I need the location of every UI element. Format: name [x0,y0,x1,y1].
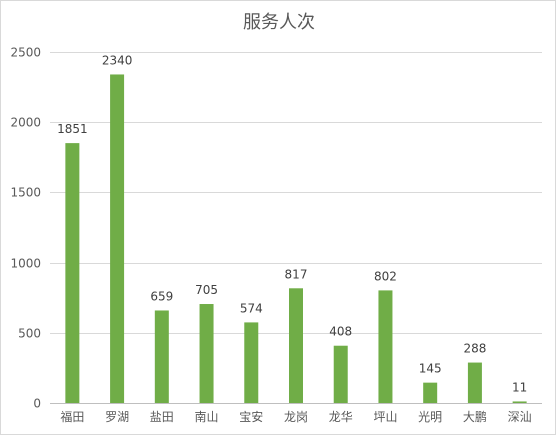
data-label: 145 [419,362,442,376]
x-tick-label: 深汕 [508,410,532,424]
x-tick-label: 福田 [60,409,84,424]
x-tick-label: 南山 [195,409,219,424]
bar [199,304,214,403]
data-label: 574 [240,301,263,315]
data-label: 408 [329,325,352,339]
bar [65,143,80,403]
bar [378,290,393,403]
bar [110,74,125,404]
data-label: 11 [512,380,527,394]
y-axis-ticks: 0 500 1000 1500 2000 2500 [10,46,41,411]
y-tick-label: 1000 [10,257,41,271]
data-label: 817 [285,267,308,281]
chart-title: 服务人次 [243,12,315,33]
bar [512,401,527,403]
y-tick-label: 500 [18,327,41,341]
bar [289,288,303,403]
y-tick-label: 2000 [10,116,41,130]
x-tick-label: 盐田 [150,410,174,424]
bar [154,310,169,403]
y-tick-label: 2500 [10,46,41,60]
y-tick-label: 1500 [10,186,41,200]
x-tick-label: 宝安 [239,409,263,424]
data-label: 2340 [102,53,133,67]
x-tick-label: 光明 [418,410,442,424]
bar [467,362,482,403]
data-label: 1851 [57,122,88,136]
bar [423,382,438,403]
x-axis-ticks: 福田 罗湖 盐田 南山 宝安 龙岗 龙华 坪山 光明 大鹏 深汕 [60,409,531,424]
bar [244,322,259,403]
x-tick-label: 龙岗 [284,410,308,424]
y-tick-label: 0 [33,397,41,411]
bar [333,345,348,403]
data-label: 705 [195,283,218,297]
x-tick-label: 罗湖 [105,409,129,424]
data-labels: 1851 2340 659 705 574 817 408 802 145 288 11 [57,53,527,394]
gridlines [50,52,542,404]
x-tick-label: 龙华 [329,410,353,424]
data-label: 288 [463,342,486,356]
x-tick-label: 坪山 [373,410,397,424]
data-label: 659 [150,289,173,303]
x-tick-label: 大鹏 [463,410,487,424]
data-label: 802 [374,269,397,283]
bars [65,74,527,404]
